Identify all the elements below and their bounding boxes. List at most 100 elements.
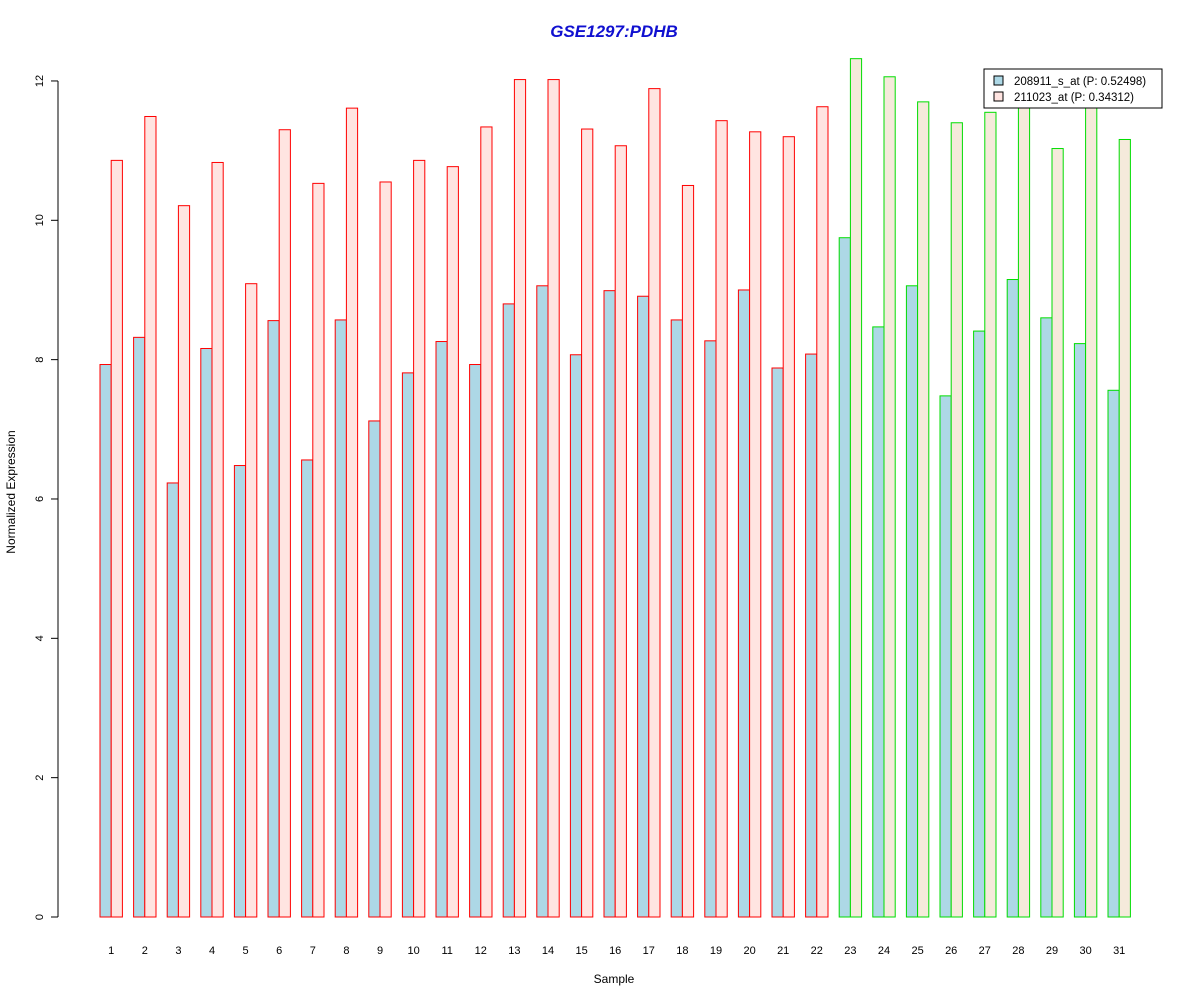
- bar-series-2-sample-21: [782, 136, 795, 918]
- x-tick-label-14: 14: [542, 945, 554, 957]
- bar-series-1-sample-19: [704, 340, 717, 918]
- bar-series-2-sample-1: [110, 159, 123, 918]
- legend-swatch-series-2: [993, 91, 1004, 102]
- x-tick-label-12: 12: [475, 945, 487, 957]
- x-tick-label-11: 11: [441, 945, 452, 957]
- bar-series-2-sample-7: [312, 182, 325, 918]
- bar-series-1-sample-21: [771, 367, 784, 918]
- bar-series-2-sample-13: [513, 79, 527, 918]
- bar-series-1-sample-7: [301, 459, 314, 918]
- bar-series-2-sample-4: [211, 161, 224, 918]
- bar-series-1-sample-6: [267, 320, 280, 918]
- bar-series-1-sample-24: [872, 326, 885, 918]
- x-tick-label-15: 15: [575, 945, 587, 957]
- bar-series-2-sample-8: [345, 107, 359, 918]
- y-axis: 0 2 4 6 8 10 12: [34, 75, 59, 920]
- x-tick-label-6: 6: [276, 945, 282, 957]
- bar-series-1-sample-9: [368, 420, 381, 918]
- bar-series-1-sample-14: [536, 285, 549, 918]
- bar-series-1-sample-28: [1006, 279, 1019, 918]
- bar-series-2-sample-11: [446, 166, 459, 918]
- x-tick-label-4: 4: [209, 945, 215, 957]
- x-tick-label-2: 2: [142, 945, 148, 957]
- x-tick-label-8: 8: [343, 945, 349, 957]
- bar-series-1-sample-23: [838, 237, 851, 918]
- y-tick-label: 6: [34, 496, 46, 502]
- x-tick-label-7: 7: [310, 945, 316, 957]
- x-tick-label-27: 27: [979, 945, 991, 957]
- y-tick-label: 4: [34, 635, 46, 641]
- bar-series-1-sample-8: [334, 319, 347, 918]
- chart-title: GSE1297:PDHB: [550, 22, 678, 41]
- plot-area: [99, 58, 1131, 918]
- x-tick-label-17: 17: [643, 945, 655, 957]
- bar-series-2-sample-22: [816, 106, 829, 918]
- bar-series-2-sample-9: [379, 181, 392, 918]
- bar-series-2-sample-26: [950, 122, 963, 918]
- x-tick-label-26: 26: [945, 945, 957, 957]
- x-tick-label-5: 5: [243, 945, 249, 957]
- bar-series-1-sample-4: [200, 347, 213, 918]
- y-tick-label: 10: [34, 214, 46, 226]
- x-tick-label-16: 16: [609, 945, 621, 957]
- bar-series-1-sample-13: [502, 303, 515, 918]
- bar-series-2-sample-30: [1085, 104, 1098, 918]
- bar-series-1-sample-3: [166, 482, 179, 918]
- bar-series-1-sample-2: [133, 336, 146, 918]
- bar-series-2-sample-25: [917, 101, 930, 918]
- x-tick-label-25: 25: [911, 945, 923, 957]
- x-axis-title: Sample: [594, 972, 635, 986]
- x-tick-label-28: 28: [1012, 945, 1024, 957]
- bar-series-1-sample-26: [939, 395, 952, 918]
- y-tick-label: 0: [34, 914, 46, 920]
- bar-series-1-sample-16: [603, 290, 616, 918]
- bar-series-1-sample-10: [401, 372, 415, 918]
- x-tick-label-30: 30: [1079, 945, 1091, 957]
- x-tick-label-1: 1: [108, 945, 114, 957]
- bar-series-1-sample-18: [670, 319, 683, 918]
- y-tick-label: 12: [34, 75, 46, 87]
- legend-label-series-2: 211023_at (P: 0.34312): [1014, 92, 1134, 104]
- bar-series-2-sample-5: [245, 283, 258, 918]
- x-tick-label-29: 29: [1046, 945, 1058, 957]
- legend-box: [983, 68, 1163, 109]
- bar-series-2-sample-10: [413, 159, 426, 918]
- bar-series-1-sample-15: [569, 354, 583, 918]
- legend: 208911_s_at (P: 0.52498) 211023_at (P: 0…: [983, 68, 1163, 109]
- y-tick-label: 2: [34, 775, 46, 781]
- bar-series-2-sample-3: [177, 205, 191, 918]
- bar-series-2-sample-14: [547, 79, 560, 918]
- x-axis-labels: 1 2 3 4 5 6 7 8 9 10 11 12 13 14 15 16 17 18 19 20 21 22 23 24 2…: [108, 945, 1125, 957]
- bar-series-1-sample-1: [99, 364, 112, 918]
- bar-series-2-sample-20: [749, 131, 762, 918]
- bar-series-2-sample-16: [614, 145, 627, 918]
- x-tick-label-24: 24: [878, 945, 890, 957]
- bar-series-2-sample-28: [1017, 104, 1031, 918]
- bar-series-1-sample-5: [233, 465, 247, 918]
- bar-series-1-sample-30: [1073, 343, 1087, 918]
- bar-series-1-sample-27: [973, 330, 986, 918]
- x-tick-label-3: 3: [175, 945, 181, 957]
- x-tick-label-21: 21: [777, 945, 789, 957]
- bar-series-2-sample-18: [681, 184, 695, 918]
- bar-series-2-sample-29: [1051, 148, 1064, 918]
- bar-series-1-sample-29: [1040, 317, 1053, 918]
- bar-series-1-sample-22: [805, 353, 818, 918]
- bar-series-1-sample-12: [469, 364, 482, 918]
- bar-series-1-sample-25: [905, 285, 919, 918]
- legend-swatch-series-1: [993, 75, 1004, 86]
- x-tick-label-18: 18: [676, 945, 688, 957]
- x-tick-label-22: 22: [811, 945, 823, 957]
- x-tick-label-10: 10: [407, 945, 419, 957]
- bar-series-1-sample-20: [737, 289, 751, 918]
- x-tick-label-19: 19: [710, 945, 722, 957]
- x-tick-label-23: 23: [844, 945, 856, 957]
- bar-series-2-sample-6: [278, 129, 291, 918]
- y-axis-title: Normalized Expression: [4, 430, 18, 553]
- x-tick-label-9: 9: [377, 945, 383, 957]
- bar-series-2-sample-24: [883, 76, 896, 918]
- bar-series-2-sample-31: [1118, 138, 1131, 918]
- y-tick-label: 8: [34, 357, 46, 363]
- bar-series-2-sample-15: [581, 128, 594, 918]
- bar-series-1-sample-31: [1107, 389, 1120, 918]
